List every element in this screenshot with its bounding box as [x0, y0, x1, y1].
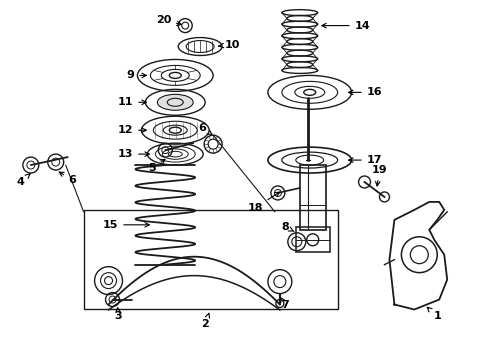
Text: 12: 12	[118, 125, 147, 135]
Text: 10: 10	[219, 40, 240, 50]
Text: 3: 3	[115, 308, 122, 321]
Bar	[300, 165, 326, 230]
Text: 2: 2	[201, 313, 210, 329]
Text: 17: 17	[349, 155, 382, 165]
Text: 16: 16	[349, 87, 382, 97]
Text: 5: 5	[148, 159, 165, 173]
Text: 7: 7	[280, 297, 289, 310]
Bar	[296, 227, 330, 252]
Text: 4: 4	[17, 174, 30, 187]
Text: 18: 18	[247, 192, 279, 213]
Text: 15: 15	[103, 220, 149, 230]
Text: 6: 6	[59, 172, 76, 185]
Text: 11: 11	[118, 97, 147, 107]
Text: 6: 6	[198, 123, 212, 135]
Bar	[84, 210, 338, 310]
Text: 20: 20	[156, 15, 181, 26]
Text: 9: 9	[126, 71, 147, 80]
Text: 14: 14	[322, 21, 370, 31]
Ellipse shape	[157, 94, 193, 110]
Text: 19: 19	[372, 165, 387, 186]
Text: 13: 13	[118, 149, 149, 159]
Text: 1: 1	[427, 307, 441, 321]
Text: 8: 8	[281, 222, 294, 232]
